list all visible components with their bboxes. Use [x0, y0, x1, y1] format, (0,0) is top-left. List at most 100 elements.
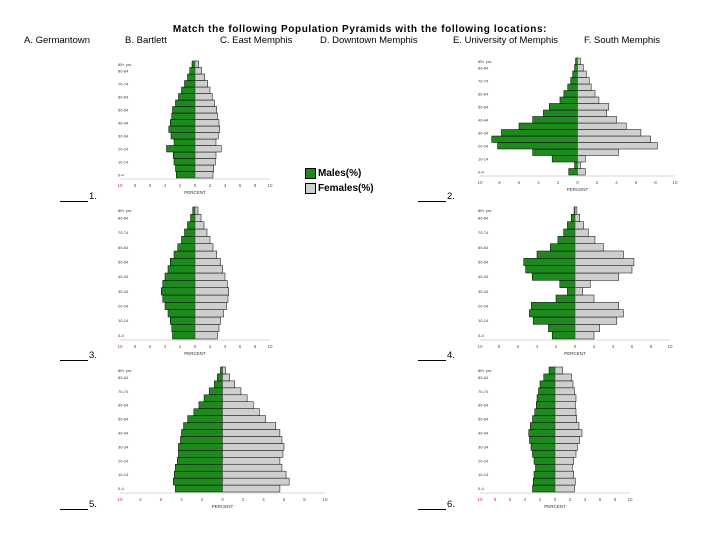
- x-tick-label: 2: [179, 183, 182, 188]
- female-bar: [554, 415, 577, 423]
- female-bar: [194, 60, 199, 68]
- x-tick-label: 8: [654, 180, 657, 185]
- male-bar: [572, 70, 578, 78]
- female-bar: [554, 366, 563, 375]
- x-tick-label: 4: [536, 344, 539, 349]
- female-bar: [554, 457, 574, 465]
- x-tick-label: 2: [593, 344, 596, 349]
- female-bar: [554, 436, 580, 444]
- female-bar: [554, 429, 583, 437]
- male-bar: [491, 135, 578, 143]
- male-bar: [523, 258, 576, 266]
- x-tick-label: 8: [303, 497, 306, 502]
- legend-item-females: Females(%): [305, 181, 374, 196]
- x-tick-label: 8: [498, 344, 501, 349]
- female-bar: [194, 236, 211, 244]
- answer-number-3: 3.: [89, 350, 97, 361]
- answer-blank-6[interactable]: 6.: [418, 499, 455, 510]
- answer-blank-3[interactable]: 3.: [60, 350, 97, 361]
- female-bar: [577, 83, 592, 91]
- answer-line-3[interactable]: [60, 351, 88, 361]
- age-tick-label: 40-44: [478, 274, 489, 279]
- age-tick-label: 20-24: [118, 458, 129, 463]
- female-bar: [574, 250, 624, 259]
- female-bar: [574, 214, 580, 222]
- male-bar: [570, 214, 576, 222]
- x-tick-label: 8: [254, 183, 257, 188]
- age-tick-label: 10-14: [118, 159, 129, 164]
- legend-swatch-females: [305, 183, 316, 194]
- answer-blank-2[interactable]: 2.: [418, 191, 455, 202]
- female-bar: [554, 463, 573, 472]
- male-bar: [193, 408, 223, 416]
- age-tick-label: 80-84: [478, 65, 489, 70]
- female-bar: [194, 112, 218, 120]
- male-bar: [187, 221, 196, 230]
- male-bar: [173, 250, 196, 259]
- male-bar: [187, 415, 223, 423]
- female-bar: [194, 99, 215, 107]
- female-bar: [574, 243, 604, 252]
- answer-line-5[interactable]: [60, 500, 88, 510]
- female-bar: [222, 463, 283, 472]
- male-bar: [175, 99, 196, 107]
- male-bar: [529, 309, 576, 318]
- male-bar: [548, 324, 576, 332]
- female-bar: [194, 132, 219, 140]
- legend-label-males: Males(%): [318, 168, 362, 179]
- answer-line-4[interactable]: [418, 351, 446, 361]
- male-bar: [183, 422, 223, 430]
- female-bar: [194, 309, 224, 318]
- age-tick-label: 30-34: [118, 444, 129, 449]
- x-tick-label: 4: [164, 183, 167, 188]
- age-tick-label: 80-84: [118, 68, 129, 73]
- female-bar: [222, 457, 281, 465]
- male-bar: [208, 387, 223, 396]
- age-tick-label: 0-4: [118, 333, 125, 338]
- female-bar: [577, 77, 590, 85]
- age-tick-label: 70-74: [478, 389, 489, 394]
- answer-line-1[interactable]: [60, 192, 88, 202]
- female-bar: [577, 96, 600, 104]
- female-bar: [222, 373, 230, 382]
- answer-blank-4[interactable]: 4.: [418, 350, 455, 361]
- male-bar: [170, 132, 196, 140]
- male-bar: [214, 380, 223, 389]
- location-e: E. University of Memphis: [453, 35, 559, 46]
- male-bar: [567, 287, 576, 296]
- x-tick-label: 4: [262, 497, 265, 502]
- male-bar: [161, 287, 196, 296]
- male-bar: [559, 96, 578, 104]
- female-bar: [194, 164, 214, 172]
- age-tick-label: 0-4: [118, 172, 125, 177]
- age-tick-label: 80-84: [118, 375, 129, 380]
- male-bar: [548, 366, 556, 375]
- male-bar: [557, 236, 576, 244]
- male-bar: [534, 408, 556, 416]
- age-tick-label: 10-14: [118, 318, 129, 323]
- x-tick-label: 2: [596, 180, 599, 185]
- answer-line-2[interactable]: [418, 192, 446, 202]
- male-bar: [217, 373, 223, 382]
- female-bar: [194, 73, 205, 81]
- age-tick-label: 30-34: [118, 289, 129, 294]
- age-tick-label: 85+ yrs.: [478, 208, 492, 213]
- male-bar: [568, 168, 578, 176]
- answer-line-6[interactable]: [418, 500, 446, 510]
- age-tick-label: 60-64: [478, 91, 489, 96]
- male-bar: [167, 309, 196, 318]
- answer-blank-5[interactable]: 5.: [60, 499, 97, 510]
- x-tick-label: 4: [180, 497, 183, 502]
- female-bar: [194, 243, 214, 252]
- male-bar: [184, 80, 196, 88]
- female-bar: [222, 450, 284, 458]
- answer-blank-1[interactable]: 1.: [60, 191, 97, 202]
- male-bar: [191, 60, 196, 68]
- male-bar: [175, 164, 196, 172]
- population-pyramid-1: 0-410-1420-2430-3440-4450-5460-6470-7480…: [117, 59, 273, 195]
- female-bar: [194, 93, 213, 101]
- male-bar: [187, 73, 196, 81]
- age-tick-label: 30-34: [118, 133, 129, 138]
- age-tick-label: 10-14: [478, 472, 489, 477]
- x-tick-label: 4: [524, 497, 527, 502]
